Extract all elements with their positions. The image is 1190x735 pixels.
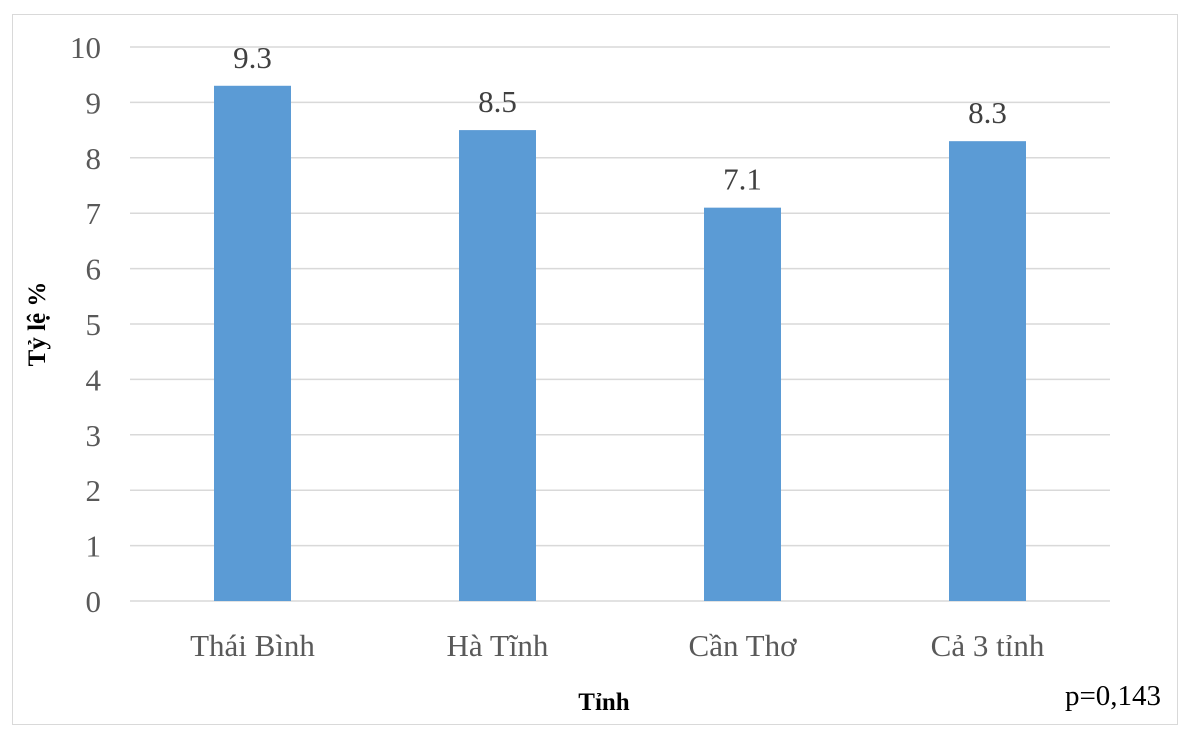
bar (459, 130, 536, 601)
category-label: Thái Bình (190, 628, 315, 663)
bar (214, 85, 291, 601)
y-tick-label: 6 (86, 252, 102, 287)
y-axis-title: Tỷ lệ % (24, 282, 51, 367)
y-tick-label: 9 (86, 85, 102, 120)
data-label: 8.5 (478, 84, 517, 119)
y-tick-label: 8 (86, 141, 102, 176)
data-label: 9.3 (233, 40, 272, 75)
y-tick-label: 1 (86, 529, 102, 564)
y-tick-label: 3 (86, 418, 102, 453)
bar (704, 207, 781, 601)
y-tick-label: 2 (86, 473, 102, 508)
data-labels: 9.3 8.5 7.1 8.3 (233, 40, 1007, 197)
category-label: Cả 3 tỉnh (931, 628, 1045, 663)
gridlines (130, 46, 1110, 602)
data-label: 8.3 (968, 95, 1007, 130)
y-tick-labels: 0 1 2 3 4 5 6 7 8 9 10 (70, 30, 102, 619)
category-label: Hà Tĩnh (447, 628, 549, 663)
p-value-annotation: p=0,143 (1065, 680, 1161, 712)
y-tick-label: 5 (86, 307, 102, 342)
data-label: 7.1 (723, 162, 762, 197)
y-tick-label: 0 (86, 584, 102, 619)
x-tick-labels: Thái Bình Hà Tĩnh Cần Thơ Cả 3 tỉnh (190, 628, 1045, 663)
y-tick-label: 7 (86, 196, 102, 231)
y-tick-label: 4 (86, 362, 102, 397)
x-axis-title: Tỉnh (578, 689, 630, 716)
y-tick-label: 10 (70, 30, 101, 65)
category-label: Cần Thơ (689, 628, 798, 663)
bar (949, 141, 1026, 601)
bars (214, 85, 1026, 601)
